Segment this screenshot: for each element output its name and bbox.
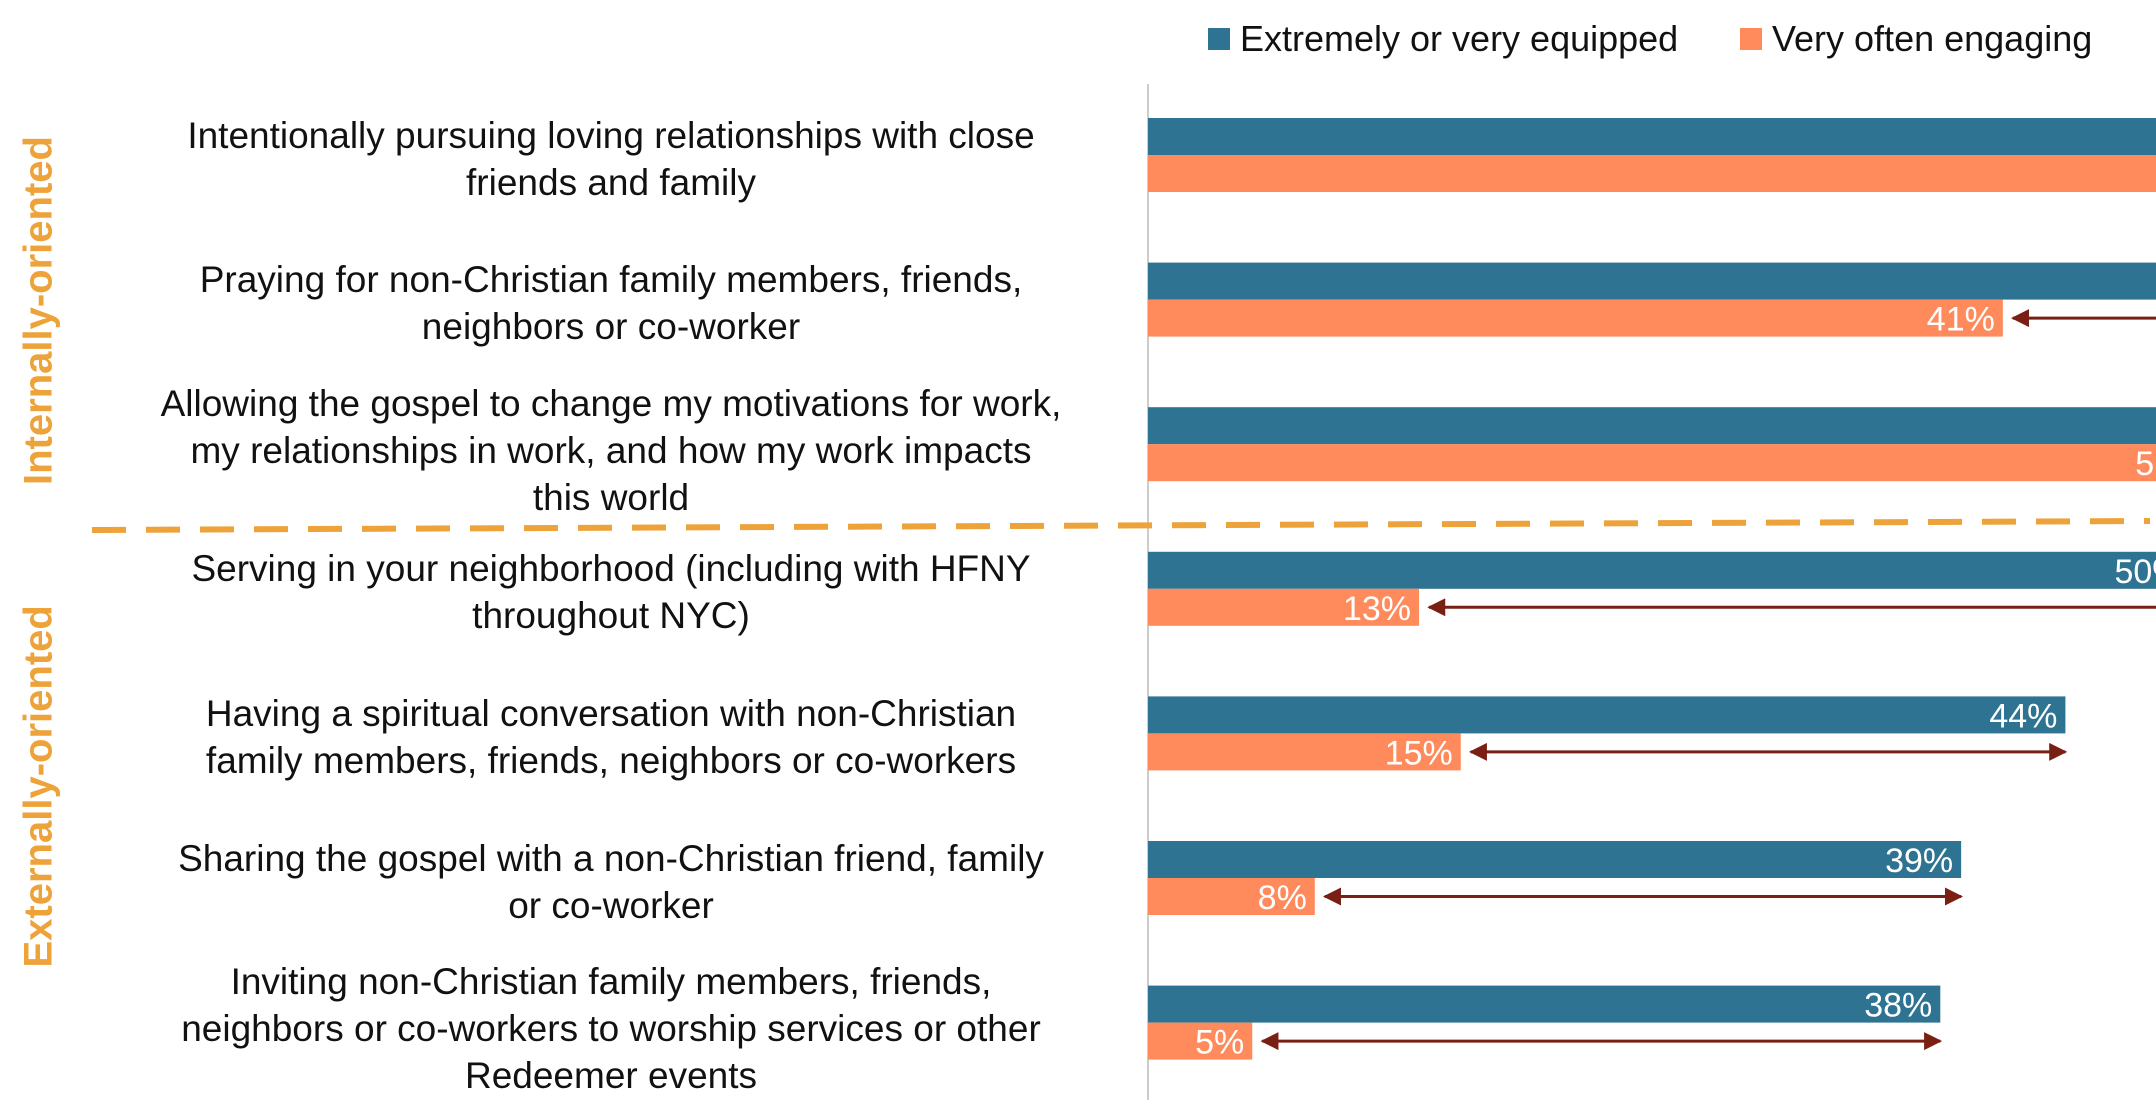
category-label-line: family members, friends, neighbors or co… (205, 740, 1017, 781)
bar-engaging (1148, 444, 2156, 482)
bar-equipped (1148, 696, 2066, 734)
data-label-engaging: 15% (1385, 734, 1453, 772)
category-label-line: Sharing the gospel with a non-Christian … (178, 838, 1044, 879)
bar-equipped (1148, 262, 2156, 300)
group-label-internal: Internally-oriented (16, 136, 61, 485)
legend-label-equipped: Extremely or very equipped (1240, 18, 1679, 59)
category-label-2: Praying for non-Christian family members… (111, 256, 1111, 350)
category-label-line: friends and family (466, 162, 756, 203)
category-label-line: Having a spiritual conversation with non… (205, 693, 1017, 734)
data-label-engaging: 41% (1927, 301, 1995, 339)
legend-label-engaging: Very often engaging (1772, 18, 2093, 59)
bar-engaging (1148, 299, 2003, 337)
legend-swatch-equipped (1208, 28, 1230, 50)
category-label-line: or co-worker (508, 885, 714, 926)
data-label-equipped: 50% (2114, 553, 2156, 591)
bar-engaging (1148, 733, 1461, 771)
category-label-7: Inviting non-Christian family members, f… (111, 958, 1111, 1099)
category-label-line: Allowing the gospel to change my motivat… (160, 383, 1062, 424)
data-label-equipped: 38% (1864, 987, 1932, 1025)
category-label-6: Sharing the gospel with a non-Christian … (111, 835, 1111, 929)
bar-engaging (1148, 878, 1315, 915)
category-label-line: neighbors or co-worker (421, 306, 801, 347)
category-label-4: Serving in your neighborhood (including … (111, 545, 1111, 639)
bar-engaging (1148, 155, 2156, 192)
data-label-engaging: 5% (1195, 1024, 1244, 1062)
bar-equipped (1148, 407, 2156, 445)
category-label-line: Serving in your neighborhood (including … (191, 548, 1031, 589)
category-label-line: Inviting non-Christian family members, f… (230, 961, 992, 1002)
category-label-5: Having a spiritual conversation with non… (111, 690, 1111, 784)
category-label-line: Praying for non-Christian family members… (199, 259, 1023, 300)
category-label-line: Intentionally pursuing loving relationsh… (187, 115, 1035, 156)
data-label-equipped: 39% (1885, 842, 1953, 880)
bar-equipped (1148, 841, 1962, 878)
category-label-line: throughout NYC) (472, 595, 750, 636)
bar-equipped (1148, 118, 2156, 155)
bar-equipped (1148, 985, 1941, 1023)
data-label-engaging: 13% (1343, 590, 1411, 628)
bar-equipped (1148, 551, 2156, 589)
category-label-line: my relationships in work, and how my wor… (190, 430, 1032, 471)
data-label-engaging: 8% (1258, 879, 1307, 917)
bar-engaging (1148, 588, 1420, 626)
legend-swatch-engaging (1740, 28, 1762, 50)
category-label-1: Intentionally pursuing loving relationsh… (111, 112, 1111, 206)
data-label-engaging: 51% (2135, 445, 2156, 483)
legend-engaging: Very often engaging (1740, 18, 2092, 60)
legend-equipped: Extremely or very equipped (1208, 18, 1678, 60)
bar-engaging (1148, 1022, 1253, 1060)
group-label-external: Externally-oriented (16, 605, 61, 968)
category-label-line: Redeemer events (464, 1055, 758, 1096)
group-divider (91, 518, 2151, 533)
category-label-3: Allowing the gospel to change my motivat… (111, 380, 1111, 521)
category-label-line: neighbors or co-workers to worship servi… (181, 1008, 1041, 1049)
data-label-equipped: 44% (1989, 697, 2057, 735)
category-label-line: this world (532, 477, 690, 518)
